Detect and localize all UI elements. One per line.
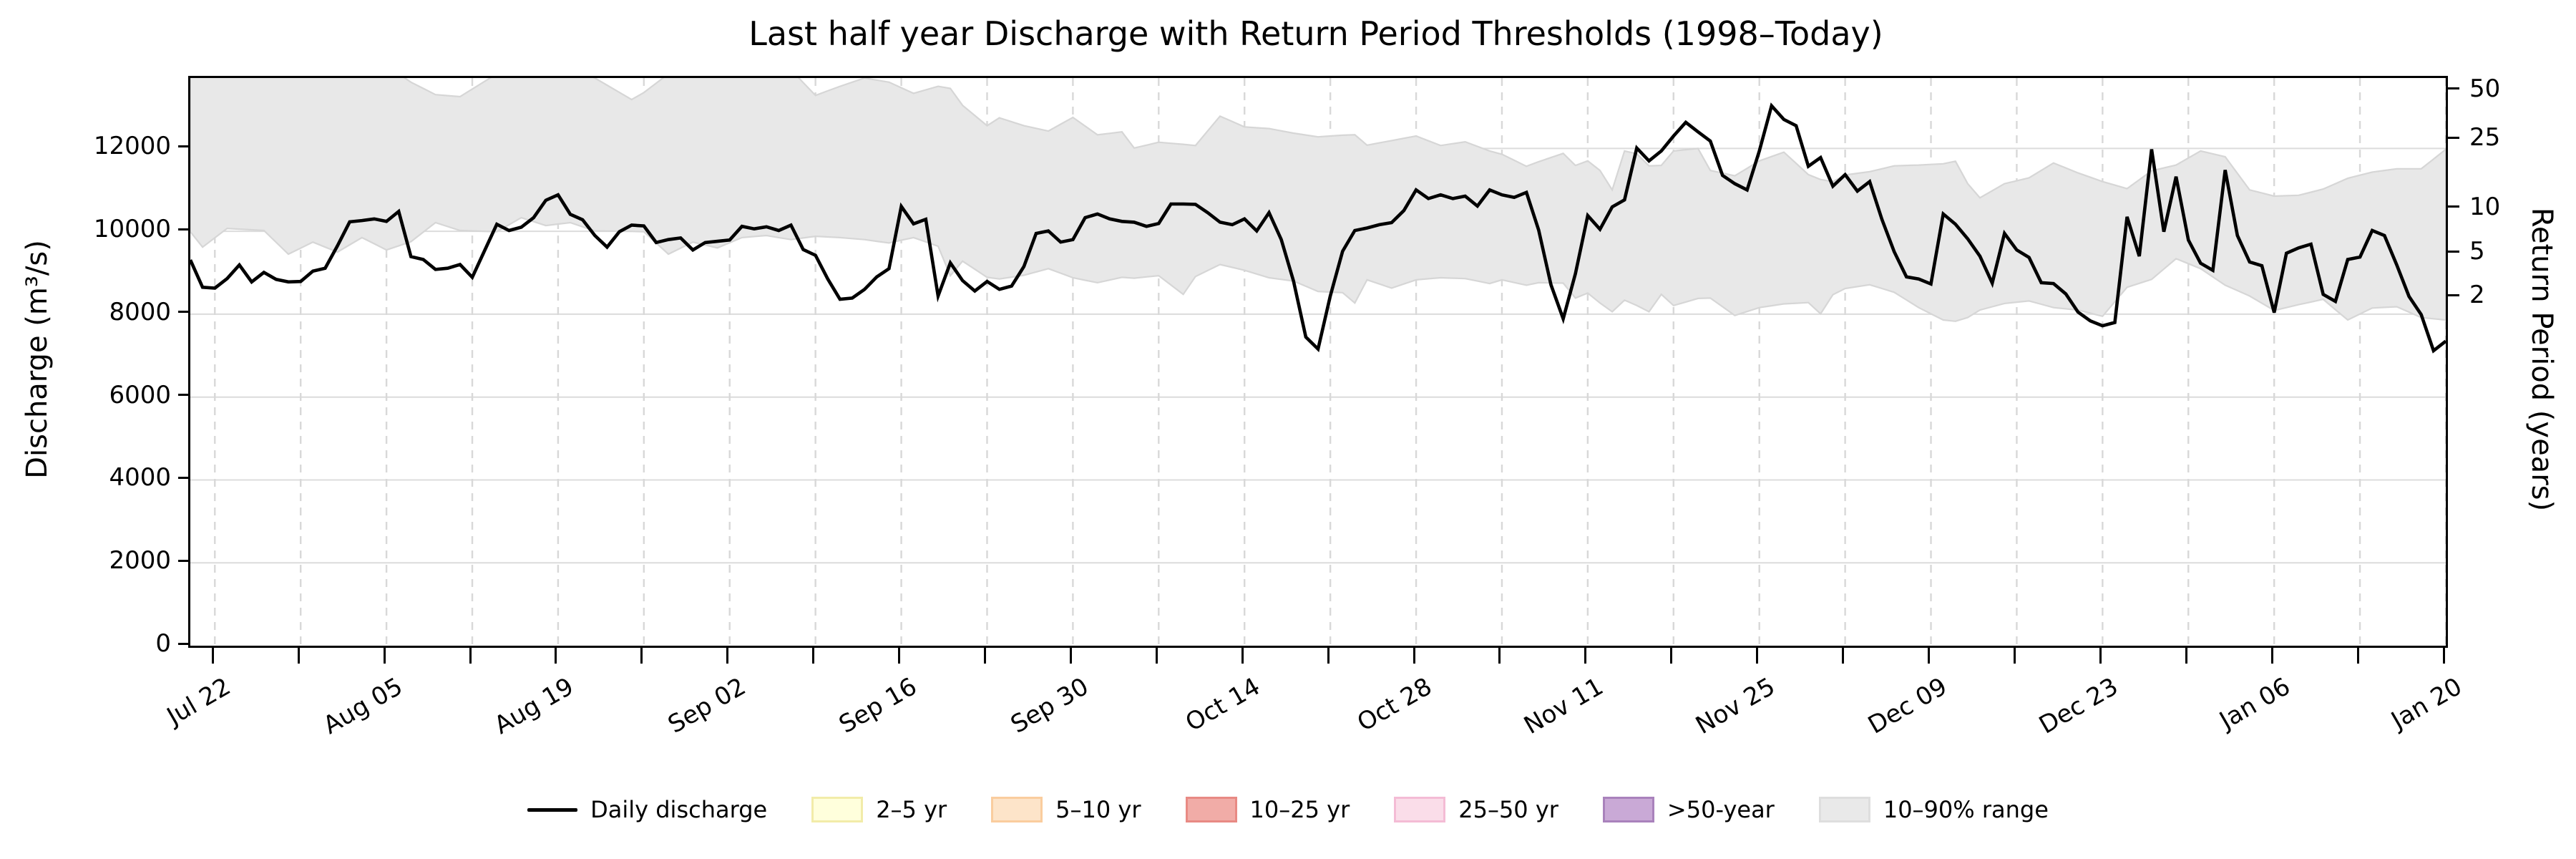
return-period-tick-label: 2 xyxy=(2469,281,2485,310)
x-tickmark xyxy=(726,648,729,664)
legend-patch-swatch xyxy=(991,797,1043,822)
legend-label: Daily discharge xyxy=(590,796,768,823)
chart-title: Last half year Discharge with Return Per… xyxy=(748,14,1883,53)
x-tick-label: Dec 23 xyxy=(2034,672,2124,740)
y-tick-label: 0 xyxy=(155,629,171,658)
x-tick-label: Nov 11 xyxy=(1519,672,1609,740)
daily-discharge-line xyxy=(190,102,2446,354)
legend: Daily discharge 2–5 yr 5–10 yr 10–25 yr 25–5… xyxy=(0,796,2576,823)
y2-tickmark xyxy=(2448,136,2459,139)
legend-patch-swatch xyxy=(1818,797,1870,822)
x-tickmark xyxy=(1928,648,1931,664)
return-period-tick-label: 50 xyxy=(2469,74,2501,103)
x-tickmark xyxy=(1327,648,1330,664)
x-tickmark xyxy=(1498,648,1501,664)
y-tickmark xyxy=(178,476,188,479)
legend-item: Daily discharge xyxy=(527,796,767,823)
x-tickmark xyxy=(1756,648,1759,664)
y-tick-label: 10000 xyxy=(93,215,171,244)
x-tick-label: Nov 25 xyxy=(1691,672,1780,740)
x-tickmark xyxy=(297,648,300,664)
y-tick-label: 2000 xyxy=(109,546,171,576)
y-tick-label: 8000 xyxy=(109,297,171,326)
x-tickmark xyxy=(1155,648,1158,664)
x-tickmark xyxy=(2442,648,2445,664)
x-tickmark xyxy=(211,648,214,664)
return-period-tick-label: 5 xyxy=(2469,237,2485,266)
x-tick-label: Oct 28 xyxy=(1352,672,1438,738)
y-tickmark xyxy=(178,642,188,645)
x-tickmark xyxy=(640,648,643,664)
y2-tickmark xyxy=(2448,205,2459,208)
y-tickmark xyxy=(178,145,188,147)
legend-patch-swatch xyxy=(1602,797,1654,822)
x-tick-label: Sep 16 xyxy=(834,672,922,739)
x-tick-label: Dec 09 xyxy=(1863,672,1952,740)
legend-item: 10–25 yr xyxy=(1185,796,1350,823)
legend-label: 5–10 yr xyxy=(1055,796,1141,823)
plot-svg xyxy=(190,78,2446,646)
x-tickmark xyxy=(2099,648,2102,664)
x-tick-label: Aug 19 xyxy=(489,672,579,740)
legend-item: 2–5 yr xyxy=(811,796,947,823)
y-tickmark xyxy=(178,311,188,314)
return-period-tick-label: 10 xyxy=(2469,192,2501,221)
x-tickmark xyxy=(555,648,557,664)
legend-line-swatch xyxy=(527,807,578,812)
return-period-tick-label: 25 xyxy=(2469,123,2501,152)
y-tick-label: 12000 xyxy=(93,132,171,161)
x-tick-label: Jan 20 xyxy=(2386,672,2467,735)
x-tickmark xyxy=(1584,648,1587,664)
y-axis-label-return-period: Return Period (years) xyxy=(2525,207,2558,512)
x-tick-label: Jul 22 xyxy=(162,672,236,732)
legend-item: >50-year xyxy=(1602,796,1775,823)
y-tickmark xyxy=(178,228,188,230)
x-tickmark xyxy=(812,648,815,664)
y2-tickmark xyxy=(2448,293,2459,296)
x-tickmark xyxy=(2185,648,2187,664)
legend-label: 2–5 yr xyxy=(876,796,947,823)
legend-patch-swatch xyxy=(1185,797,1237,822)
x-tickmark xyxy=(1241,648,1244,664)
x-tickmark xyxy=(898,648,901,664)
y-tickmark xyxy=(178,394,188,397)
x-tickmark xyxy=(2013,648,2016,664)
y2-tickmark xyxy=(2448,87,2459,90)
x-tickmark xyxy=(1413,648,1415,664)
x-tickmark xyxy=(1670,648,1673,664)
x-tick-label: Aug 05 xyxy=(318,672,408,740)
x-tickmark xyxy=(983,648,986,664)
y-tick-label: 4000 xyxy=(109,463,171,492)
y-axis-label-discharge: Discharge (m³/s) xyxy=(21,240,54,479)
x-tick-label: Oct 14 xyxy=(1181,672,1266,738)
legend-label: >50-year xyxy=(1667,796,1775,823)
x-tickmark xyxy=(1069,648,1072,664)
y2-tickmark xyxy=(2448,250,2459,253)
legend-item: 5–10 yr xyxy=(991,796,1141,823)
legend-patch-swatch xyxy=(1394,797,1446,822)
x-tickmark xyxy=(2356,648,2359,664)
legend-label: 25–50 yr xyxy=(1458,796,1558,823)
percentile-band xyxy=(190,78,2446,322)
y-tickmark xyxy=(178,559,188,562)
legend-patch-swatch xyxy=(811,797,864,822)
x-tick-label: Sep 30 xyxy=(1006,672,1094,739)
legend-item: 10–90% range xyxy=(1818,796,2049,823)
legend-label: 10–90% range xyxy=(1883,796,2049,823)
x-tick-label: Jan 06 xyxy=(2214,672,2296,735)
legend-label: 10–25 yr xyxy=(1249,796,1350,823)
plot-area xyxy=(188,76,2448,648)
y-tick-label: 6000 xyxy=(109,380,171,409)
x-tickmark xyxy=(383,648,386,664)
x-tick-label: Sep 02 xyxy=(663,672,751,739)
x-tickmark xyxy=(469,648,472,664)
x-tickmark xyxy=(2270,648,2273,664)
legend-item: 25–50 yr xyxy=(1394,796,1558,823)
x-tickmark xyxy=(1842,648,1845,664)
